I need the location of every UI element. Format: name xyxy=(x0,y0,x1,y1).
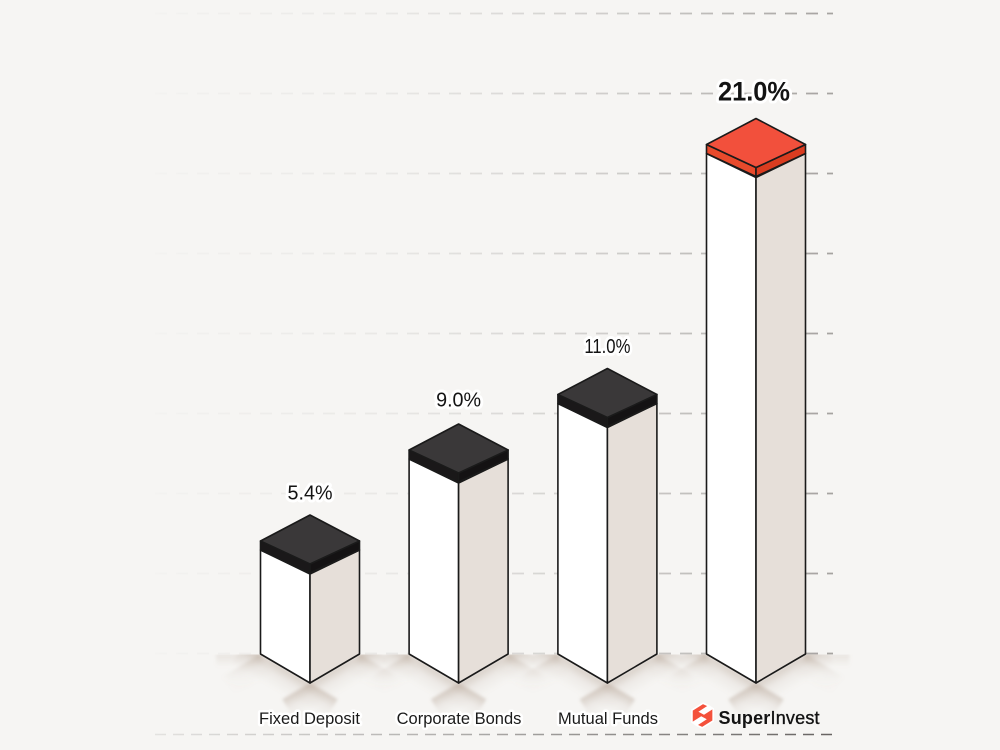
svg-text:Corporate Bonds: Corporate Bonds xyxy=(397,710,522,728)
svg-text:11.0%: 11.0% xyxy=(584,336,630,358)
svg-text:Mutual Funds: Mutual Funds xyxy=(558,710,658,728)
svg-text:9.0%: 9.0% xyxy=(436,390,481,412)
svg-text:21.0%: 21.0% xyxy=(718,77,790,107)
svg-text:SuperInvest: SuperInvest xyxy=(719,708,820,728)
svg-text:5.4%: 5.4% xyxy=(288,483,333,505)
svg-text:Fixed Deposit: Fixed Deposit xyxy=(259,710,360,728)
